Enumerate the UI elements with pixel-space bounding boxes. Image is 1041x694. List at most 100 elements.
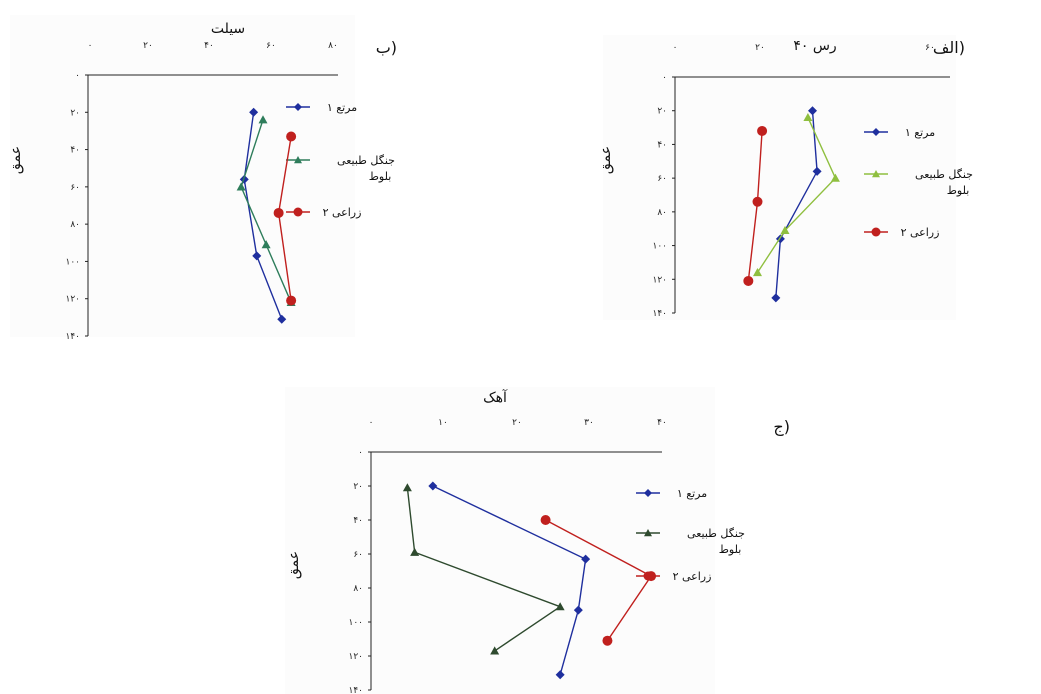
chart-panel-1: ۰ ۲۰ ۶۰ ۰ ۲۰ ۴۰ ۶۰ ۸۰ ۱۰۰ ۱۲۰ ۱۴۰ ۴۰ رس عمق الف) مرتع … [598, 35, 973, 320]
legend-marker [644, 529, 652, 537]
data-point [757, 125, 768, 136]
legend-label: جنگل طبیعی [915, 168, 973, 181]
y-tick-label: ۰ [358, 448, 363, 458]
data-point [780, 225, 790, 234]
data-point [252, 251, 262, 261]
data-point [428, 481, 438, 491]
legend-label: زراعی ۲ [673, 570, 712, 583]
y-tick-label: ۱۲۰ [348, 652, 363, 662]
legend-label: مرتع ۱ [677, 487, 707, 500]
series-line [406, 487, 562, 652]
legend-marker [294, 103, 302, 111]
panel-background [10, 15, 355, 337]
panel-label: ب) [376, 38, 397, 57]
data-point [286, 131, 297, 142]
y-tick-label: ۱۲۰ [652, 275, 667, 285]
y-tick-label: ۱۰۰ [348, 618, 363, 628]
data-point [249, 107, 259, 117]
x-tick-label: ۱۰ [438, 418, 448, 428]
y-tick-label: ۴۰ [353, 516, 363, 526]
y-tick-label: ۸۰ [657, 208, 667, 218]
data-point [277, 314, 287, 324]
data-point [261, 240, 271, 249]
y-tick-label: ۱۰۰ [652, 242, 667, 252]
series-line [432, 485, 587, 675]
x-axis-title: سیلت [211, 21, 245, 37]
legend-label: جنگل طبیعی [337, 154, 395, 167]
y-tick-label: ۶۰ [70, 183, 80, 193]
legend-marker [293, 207, 303, 217]
legend-label-continued: بلوط [947, 184, 970, 197]
y-tick-label: ۴۰ [657, 140, 667, 150]
data-point [771, 293, 781, 303]
data-point [808, 106, 817, 116]
y-tick-label: ۸۰ [70, 220, 80, 230]
y-tick-label: ۲۰ [70, 108, 80, 118]
data-point [490, 646, 500, 655]
data-point [803, 112, 813, 122]
x-tick-label: ۴۰ [204, 41, 214, 51]
x-tick-label: ۳۰ [584, 418, 594, 428]
y-tick-label: ۸۰ [353, 584, 363, 594]
panel-label: الف) [933, 38, 965, 57]
y-tick-label: ۰ [662, 73, 667, 83]
chart-panel-2: ۰ ۲۰ ۴۰ ۶۰ ۸۰ ۰ ۲۰ ۴۰ ۶۰ ۸۰ ۱۰۰ ۱۲۰ ۱۴۰ سیلت عمق ب) مرتع… [8, 15, 397, 342]
y-tick-label: ۱۴۰ [348, 686, 363, 694]
x-tick-label: ۲۰ [512, 418, 522, 428]
data-point [830, 173, 840, 182]
x-tick-label: ۶۰ [266, 41, 276, 51]
y-tick-label: ۶۰ [657, 174, 667, 184]
x-tick-label: ۲۰ [755, 43, 765, 53]
y-axis-title: عمق [286, 551, 302, 579]
x-tick-label: ۸۰ [328, 41, 338, 51]
data-point [540, 515, 551, 525]
data-point [581, 554, 591, 564]
legend-label-continued: بلوط [719, 543, 742, 556]
legend-marker [872, 170, 880, 178]
legend-label: زراعی ۲ [323, 206, 362, 219]
data-point [602, 635, 613, 646]
data-point [555, 602, 565, 611]
y-tick-label: ۱۰۰ [65, 257, 80, 267]
data-point [555, 670, 565, 680]
x-axis-title: ۴۰ رس [793, 38, 836, 54]
data-point [402, 483, 412, 492]
chart-panel-3: ۰ ۱۰ ۲۰ ۳۰ ۴۰ ۰ ۲۰ ۴۰ ۶۰ ۸۰ ۱۰۰ ۱۲۰ ۱۴۰ آهک عمق ج) مرتع … [285, 387, 790, 694]
legend-label: مرتع ۱ [327, 101, 357, 114]
legend-label: جنگل طبیعی [687, 527, 745, 540]
x-tick-label: ۲۰ [143, 41, 153, 51]
legend-label-continued: بلوط [369, 170, 392, 183]
y-tick-label: ۰ [75, 71, 80, 81]
y-tick-label: ۱۴۰ [652, 309, 667, 319]
x-tick-label: ۰ [673, 43, 678, 53]
legend-label: مرتع ۱ [905, 126, 935, 139]
x-tick-label: ۰ [88, 41, 93, 51]
panel-background [285, 387, 715, 694]
data-point [286, 295, 297, 306]
data-point [753, 268, 762, 277]
series-line [775, 110, 818, 298]
legend-marker [871, 227, 881, 237]
y-tick-label: ۲۰ [657, 107, 667, 117]
legend-marker [643, 571, 653, 581]
y-tick-label: ۶۰ [353, 550, 363, 560]
x-axis-title: آهک [483, 389, 508, 406]
series-line [243, 112, 283, 320]
data-point [573, 605, 583, 615]
x-tick-label: ۰ [369, 418, 374, 428]
legend-marker [294, 156, 302, 164]
y-tick-label: ۱۲۰ [65, 295, 80, 305]
y-axis-title: عمق [8, 146, 24, 174]
legend-marker [872, 128, 880, 136]
data-point [812, 166, 822, 176]
data-point [236, 182, 246, 191]
data-point [273, 207, 284, 218]
legend-marker [644, 489, 652, 497]
legend-label: زراعی ۲ [901, 226, 940, 239]
x-tick-label: ۴۰ [657, 418, 667, 428]
panel-label: ج) [773, 417, 790, 437]
panel-background [603, 35, 956, 320]
y-tick-label: ۲۰ [353, 482, 363, 492]
series-line [756, 117, 837, 273]
